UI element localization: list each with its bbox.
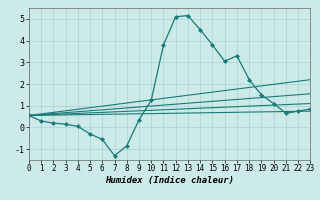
X-axis label: Humidex (Indice chaleur): Humidex (Indice chaleur) xyxy=(105,176,234,185)
